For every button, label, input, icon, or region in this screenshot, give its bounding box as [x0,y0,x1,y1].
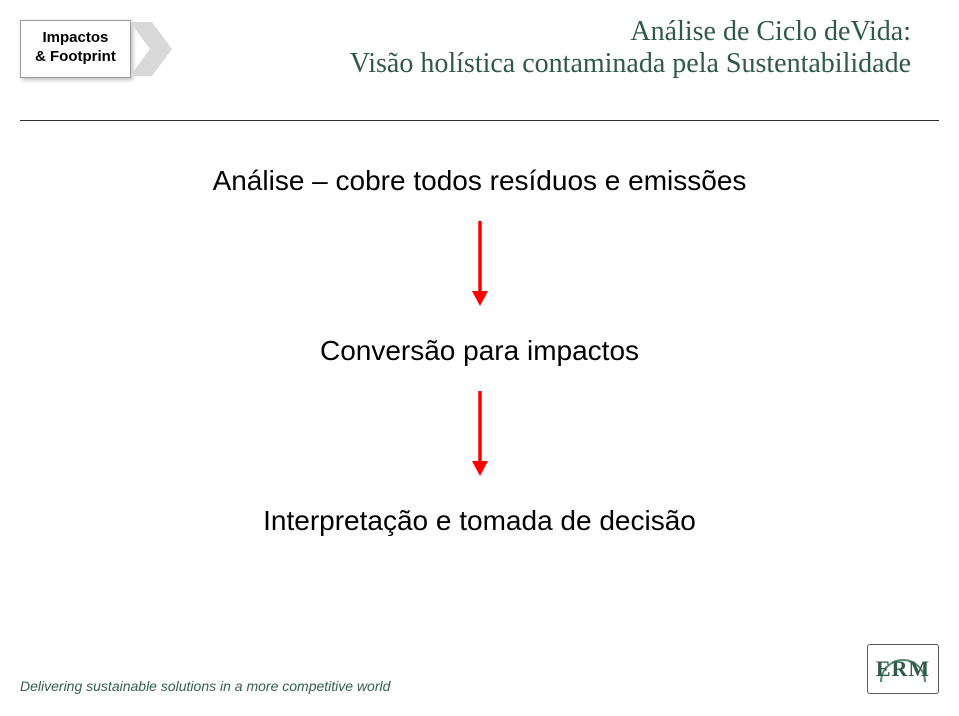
erm-logo-letters: ERM [873,656,933,682]
flow-step-3: Interpretação e tomada de decisão [0,505,959,537]
topic-tag-line1: Impactos [35,29,116,48]
erm-logo: ERM [867,644,939,694]
topic-tag: Impactos & Footprint [20,20,172,78]
erm-logo-inner: ERM [873,650,933,688]
arrow-head [472,291,488,306]
down-arrow-icon [470,391,490,476]
chevron-shape [130,22,172,76]
chevron-right-icon [130,22,172,76]
flow-arrow-2 [0,391,959,481]
footer-tagline: Delivering sustainable solutions in a mo… [20,678,390,694]
slide-title-line2: Visão holística contaminada pela Sustent… [350,48,911,80]
flow-step-2: Conversão para impactos [0,335,959,367]
slide-title: Análise de Ciclo deVida: Visão holística… [350,16,911,80]
down-arrow-icon [470,221,490,306]
flow-arrow-1 [0,221,959,311]
process-flow: Análise – cobre todos resíduos e emissõe… [0,165,959,537]
arrow-head [472,461,488,476]
slide-header: Impactos & Footprint Análise de Ciclo de… [0,0,959,125]
header-divider [20,120,939,121]
flow-step-1: Análise – cobre todos resíduos e emissõe… [0,165,959,197]
topic-tag-box: Impactos & Footprint [20,20,131,78]
slide-footer: Delivering sustainable solutions in a mo… [20,644,939,694]
slide-title-line1: Análise de Ciclo deVida: [350,16,911,48]
topic-tag-line2: & Footprint [35,48,116,67]
